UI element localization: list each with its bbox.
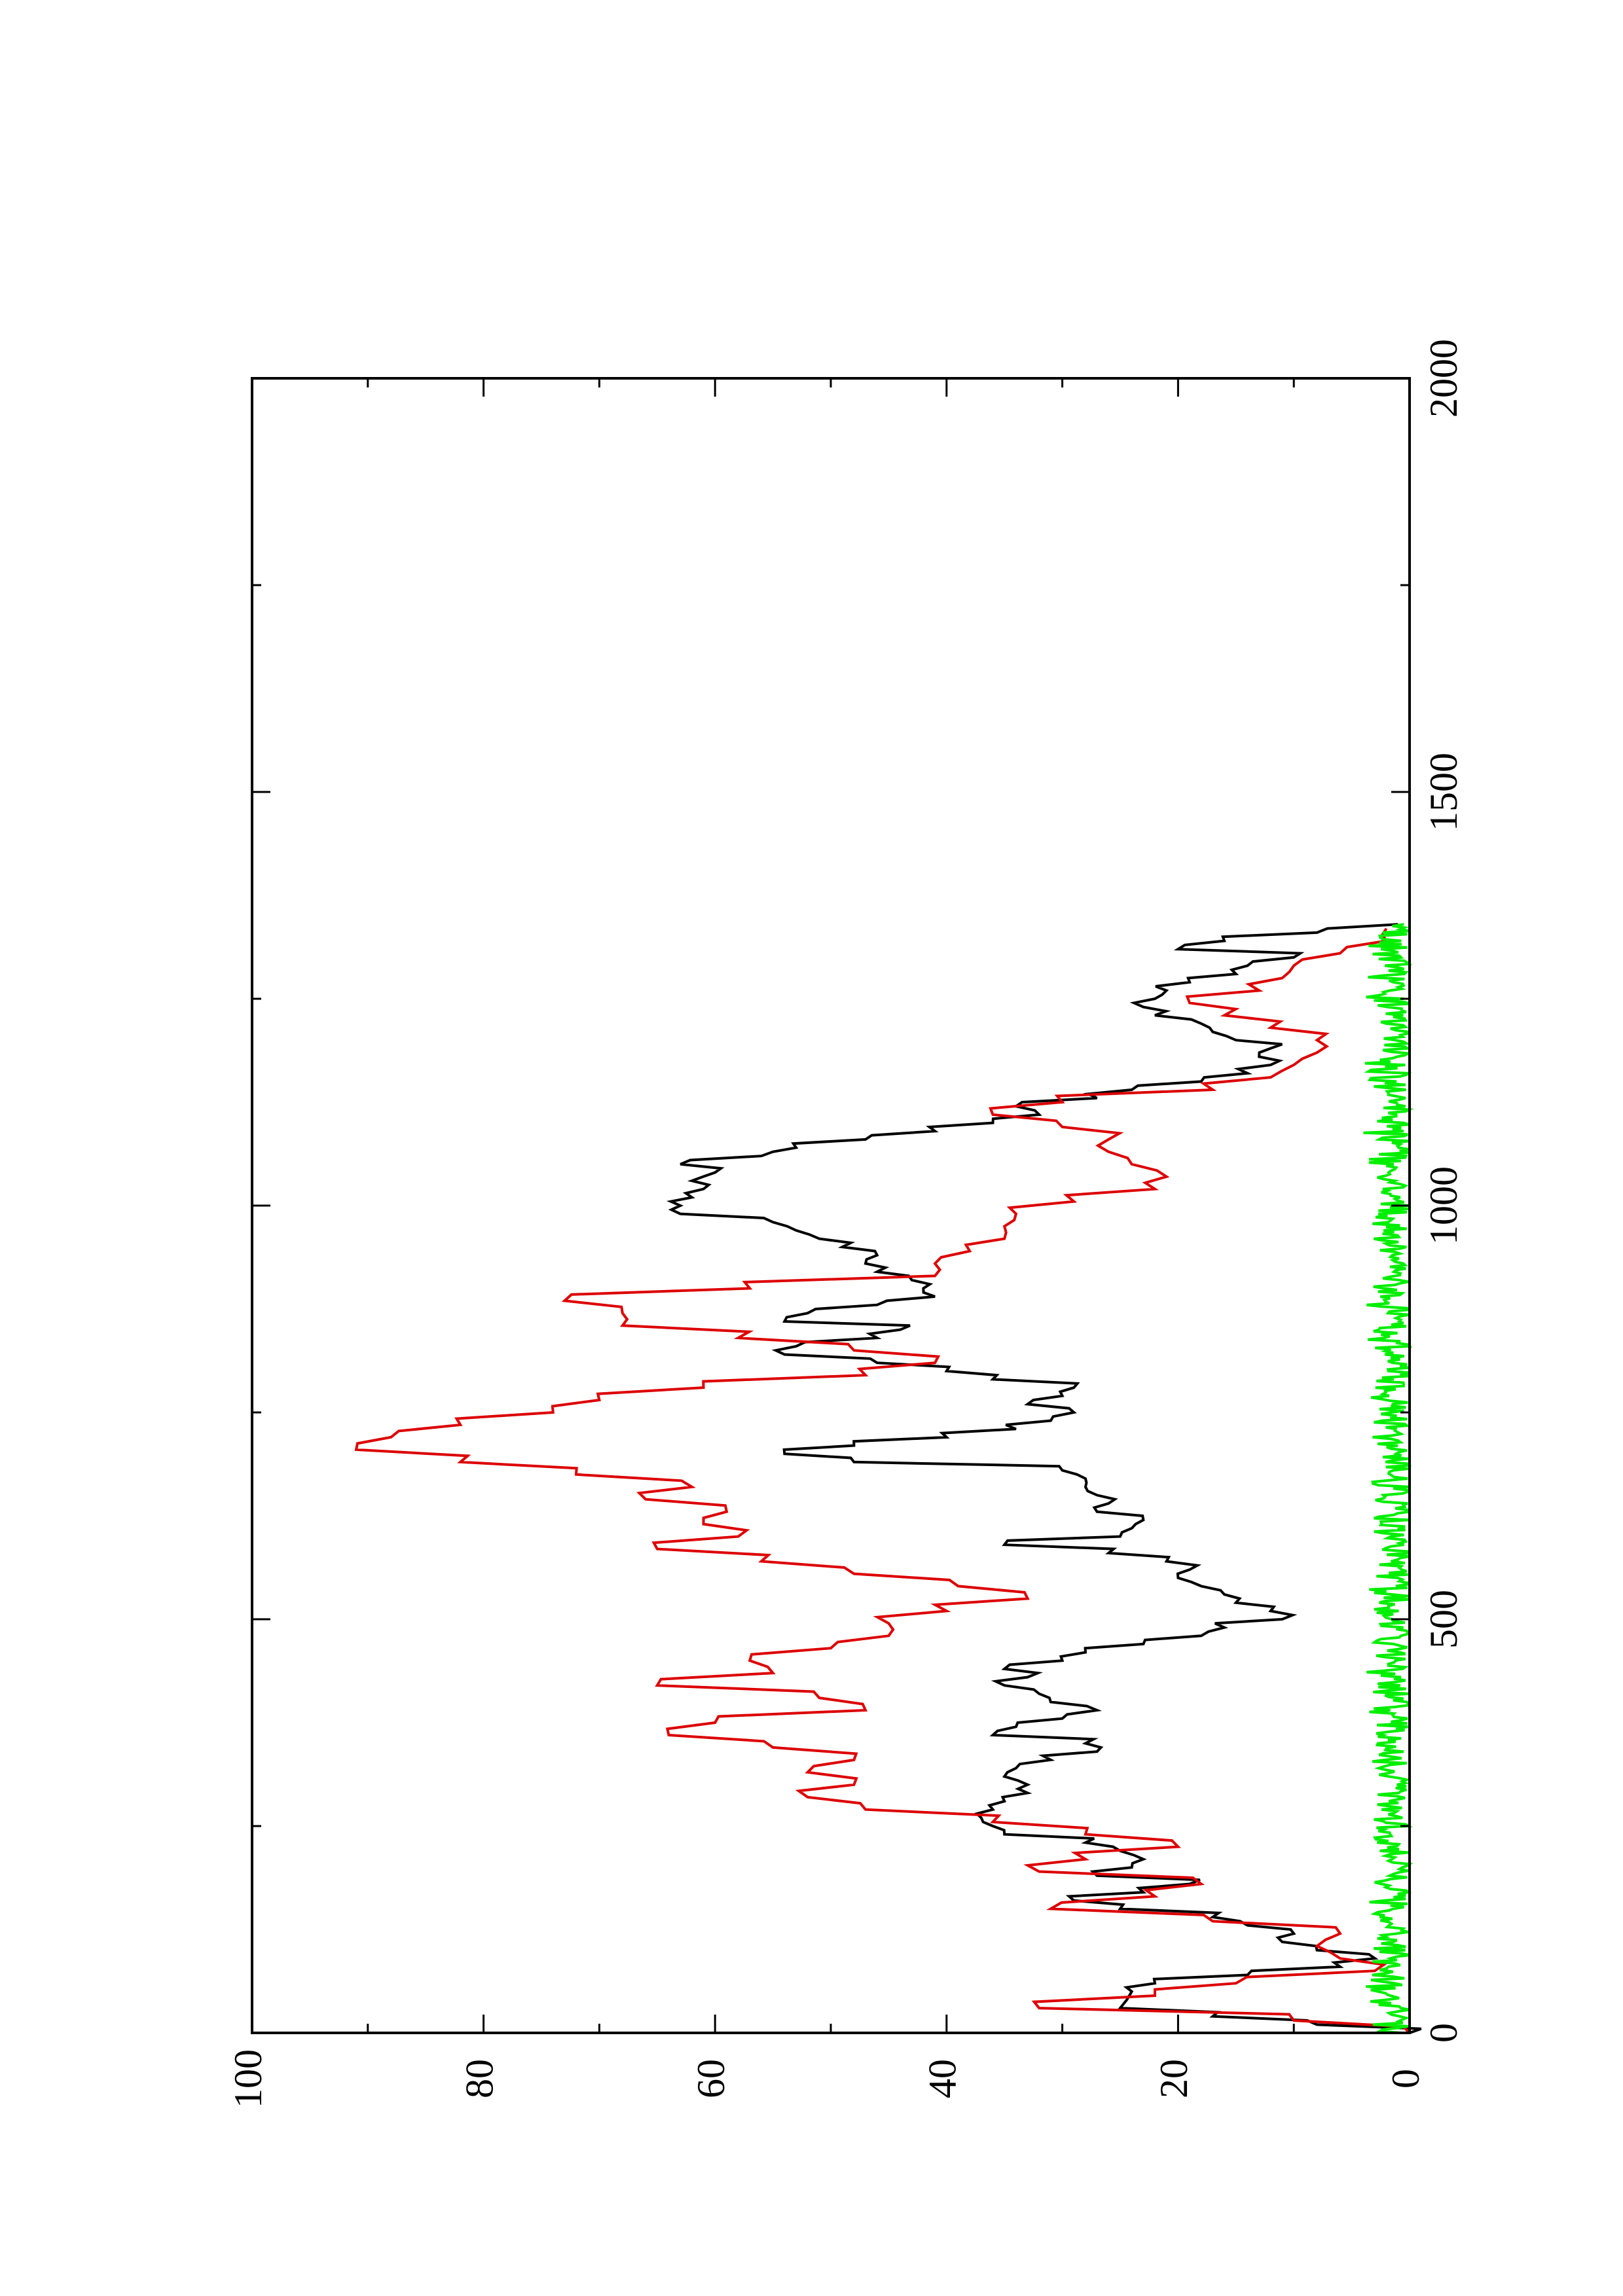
x-tick-label: 1000 xyxy=(1422,1166,1465,1245)
y-tick-label: 20 xyxy=(1152,2059,1195,2098)
y-tick-label: 0 xyxy=(1384,2069,1427,2089)
series-black xyxy=(666,923,1422,2034)
plot-frame xyxy=(251,377,1411,2034)
x-tick-label: 1500 xyxy=(1422,753,1465,831)
plot-layer xyxy=(354,923,1422,2034)
x-tick-label: 0 xyxy=(1422,2023,1465,2043)
series-red xyxy=(354,927,1411,2034)
y-tick-label: 80 xyxy=(458,2059,501,2098)
y-tick-label: 60 xyxy=(689,2059,733,2098)
x-tick-label: 500 xyxy=(1422,1590,1465,1649)
x-tick-label: 2000 xyxy=(1422,339,1465,418)
series-green xyxy=(1363,923,1414,2034)
y-tick-label: 100 xyxy=(227,2049,270,2108)
y-tick-label: 40 xyxy=(921,2059,964,2098)
